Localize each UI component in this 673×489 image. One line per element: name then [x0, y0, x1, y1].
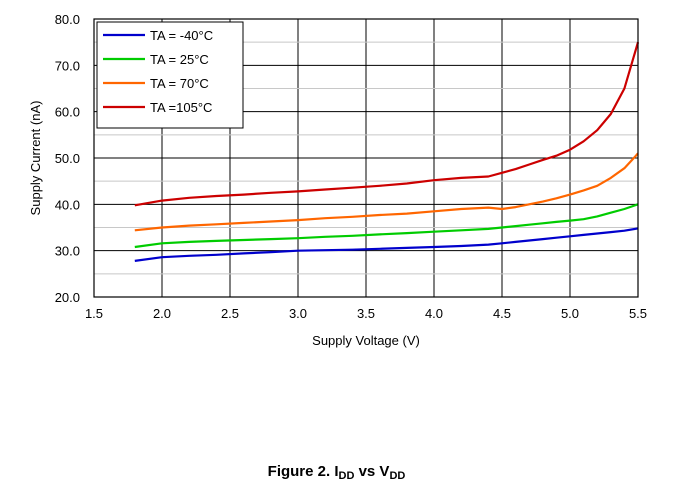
y-tick-label: 20.0 [55, 290, 80, 305]
series-line [134, 227, 639, 262]
y-axis-label: Supply Current (nA) [28, 101, 43, 216]
y-tick-label: 70.0 [55, 58, 80, 73]
y-tick-label: 60.0 [55, 105, 80, 120]
caption-sub-2: DD [389, 470, 406, 482]
series-line [134, 41, 640, 207]
caption-sub-1: DD [338, 470, 355, 482]
x-tick-label: 3.5 [357, 306, 375, 321]
x-tick-label: 2.5 [221, 306, 239, 321]
series-lines [134, 41, 640, 262]
series-line [134, 152, 639, 232]
x-tick-label: 5.0 [561, 306, 579, 321]
legend-label: TA = 70°C [150, 76, 209, 91]
x-tick-label: 1.5 [85, 306, 103, 321]
y-tick-label: 50.0 [55, 151, 80, 166]
y-tick-label: 80.0 [55, 12, 80, 27]
x-tick-labels: 1.5 2.0 2.5 3.0 3.5 4.0 4.5 5.0 5.5 [85, 306, 647, 321]
caption-mid: vs V [354, 463, 390, 480]
x-tick-label: 5.5 [629, 306, 647, 321]
plot-area [93, 18, 639, 298]
y-tick-label: 30.0 [55, 244, 80, 259]
x-tick-label: 4.5 [493, 306, 511, 321]
caption-prefix: Figure 2. I [267, 463, 339, 480]
y-tick-labels: 20.0 30.0 40.0 50.0 60.0 70.0 80.0 [55, 12, 80, 305]
figure-caption: Figure 2. IDD vs VDD [0, 463, 673, 482]
x-tick-label: 3.0 [289, 306, 307, 321]
x-tick-label: 4.0 [425, 306, 443, 321]
y-tick-label: 40.0 [55, 197, 80, 212]
x-tick-label: 2.0 [153, 306, 171, 321]
legend: TA = -40°C TA = 25°C TA = 70°C TA =105°C [96, 21, 244, 129]
legend-box [96, 21, 244, 129]
legend-label: TA =105°C [150, 100, 212, 115]
series-line [134, 203, 639, 249]
x-axis-label: Supply Voltage (V) [312, 333, 420, 348]
legend-label: TA = -40°C [150, 28, 213, 43]
legend-label: TA = 25°C [150, 52, 209, 67]
